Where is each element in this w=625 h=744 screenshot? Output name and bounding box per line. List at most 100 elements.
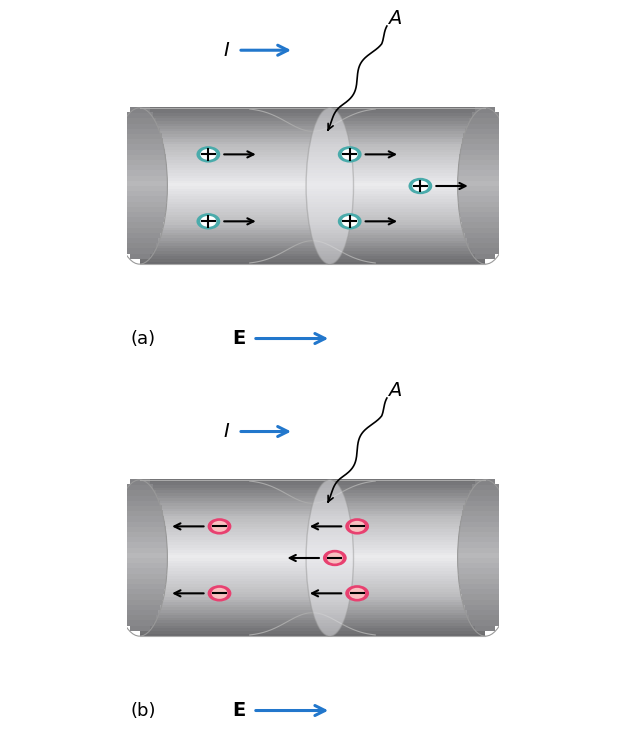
Bar — [139, 118, 486, 121]
Bar — [139, 604, 486, 607]
Bar — [139, 528, 486, 532]
Bar — [139, 618, 486, 620]
Bar — [139, 201, 486, 205]
Bar — [460, 149, 511, 155]
Bar — [463, 599, 508, 605]
Bar — [115, 217, 164, 222]
Bar — [126, 620, 154, 626]
Bar — [139, 518, 486, 522]
Text: $A$: $A$ — [387, 381, 402, 400]
Bar — [112, 201, 166, 207]
Bar — [139, 495, 486, 498]
Bar — [112, 547, 168, 553]
Bar — [476, 253, 496, 259]
Bar — [458, 547, 513, 553]
Bar — [122, 243, 156, 248]
Bar — [469, 615, 502, 620]
Bar — [463, 505, 508, 511]
Bar — [461, 217, 510, 222]
Bar — [139, 151, 486, 155]
Ellipse shape — [323, 550, 347, 566]
Bar — [139, 589, 486, 592]
Bar — [112, 190, 167, 196]
Bar — [139, 534, 486, 537]
Bar — [139, 479, 486, 482]
Bar — [139, 607, 486, 610]
Bar — [139, 203, 486, 207]
Bar — [139, 208, 486, 212]
Ellipse shape — [345, 518, 369, 534]
Bar — [458, 185, 513, 191]
Bar — [139, 539, 486, 542]
Bar — [469, 243, 502, 248]
Bar — [116, 222, 163, 228]
Bar — [139, 487, 486, 490]
Bar — [139, 131, 486, 134]
Bar — [115, 589, 164, 594]
Bar — [119, 500, 161, 506]
Ellipse shape — [349, 588, 365, 599]
Bar — [458, 536, 513, 542]
Bar — [139, 227, 486, 231]
Bar — [139, 594, 486, 597]
Bar — [129, 479, 149, 485]
Bar — [139, 138, 486, 141]
Bar — [139, 482, 486, 485]
Ellipse shape — [196, 213, 220, 229]
Ellipse shape — [211, 588, 227, 599]
Bar — [464, 604, 506, 610]
Bar — [139, 225, 486, 228]
Bar — [139, 107, 486, 110]
Bar — [471, 248, 499, 254]
Bar — [139, 260, 486, 264]
Bar — [139, 559, 486, 563]
Bar — [458, 568, 513, 574]
Bar — [139, 232, 486, 235]
Bar — [466, 237, 504, 243]
Bar — [122, 118, 156, 124]
Bar — [139, 133, 486, 136]
Bar — [126, 484, 154, 490]
Ellipse shape — [409, 178, 432, 194]
Bar — [113, 206, 166, 212]
Bar — [139, 149, 486, 152]
Bar — [459, 154, 512, 160]
Bar — [139, 597, 486, 600]
Bar — [139, 245, 486, 248]
Bar — [139, 167, 486, 170]
Ellipse shape — [338, 146, 362, 162]
Text: $I$: $I$ — [223, 422, 231, 441]
Bar — [460, 583, 511, 589]
Ellipse shape — [208, 518, 231, 534]
Bar — [116, 510, 163, 516]
Bar — [139, 112, 486, 115]
Bar — [139, 146, 486, 150]
Bar — [462, 222, 509, 228]
Bar — [118, 505, 162, 511]
Bar — [113, 526, 166, 532]
Bar — [139, 175, 486, 178]
Text: $I$: $I$ — [223, 41, 231, 60]
Bar — [139, 141, 486, 144]
Bar — [139, 568, 486, 571]
Bar — [139, 570, 486, 574]
Bar — [119, 128, 161, 134]
Bar — [112, 542, 167, 548]
Bar — [119, 232, 161, 238]
Bar — [139, 211, 486, 214]
Bar — [459, 573, 512, 579]
Ellipse shape — [306, 480, 354, 636]
Bar — [121, 237, 159, 243]
Bar — [114, 521, 165, 527]
Ellipse shape — [412, 181, 428, 191]
Bar — [139, 180, 486, 183]
Bar — [139, 125, 486, 129]
Bar — [139, 536, 486, 539]
Bar — [139, 622, 486, 626]
Bar — [112, 536, 167, 542]
Bar — [476, 479, 496, 485]
Bar — [139, 620, 486, 623]
Bar — [460, 211, 511, 217]
Bar — [139, 580, 486, 584]
Bar — [139, 507, 486, 511]
